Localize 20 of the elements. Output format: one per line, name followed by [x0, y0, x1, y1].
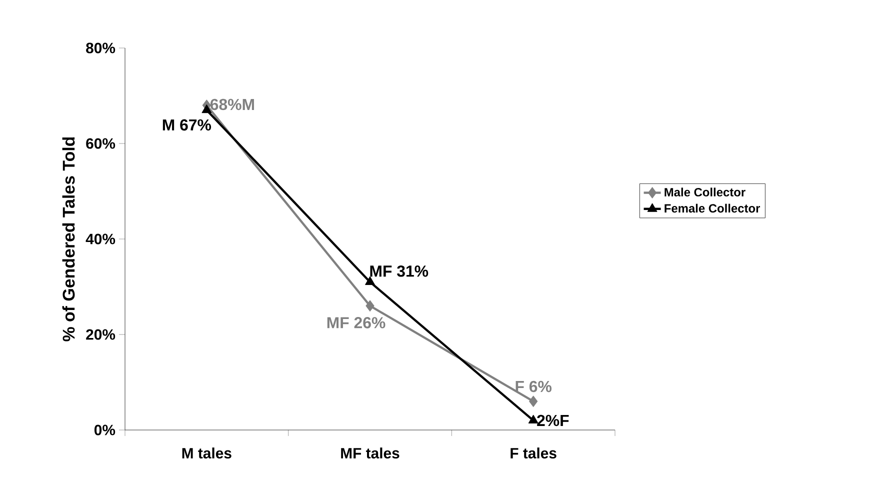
point	[366, 300, 374, 312]
data-label: MF 31%	[370, 265, 428, 277]
x-tick-label: M tales	[182, 448, 232, 458]
data-label: 2%F	[537, 414, 569, 426]
x-tick-label: MF tales	[341, 448, 400, 458]
point	[528, 396, 538, 408]
legend-label: Male Collector	[664, 188, 746, 196]
y-tick-label: 80%	[86, 42, 116, 54]
y-tick-label: 20%	[86, 329, 116, 340]
y-axis-title: % of Gendered Tales Told	[62, 137, 75, 342]
legend-label: Female Collector	[664, 204, 760, 213]
data-label: M 67%	[162, 119, 212, 131]
point	[365, 276, 375, 285]
data-label: 68%M	[210, 98, 254, 110]
y-tick-label: 0%	[94, 424, 116, 436]
data-label: MF 26%	[327, 317, 386, 328]
point	[202, 104, 212, 114]
y-tick-label: 40%	[86, 234, 116, 244]
x-tick-label: F tales	[510, 448, 556, 458]
y-tick-label: 60%	[86, 138, 116, 149]
